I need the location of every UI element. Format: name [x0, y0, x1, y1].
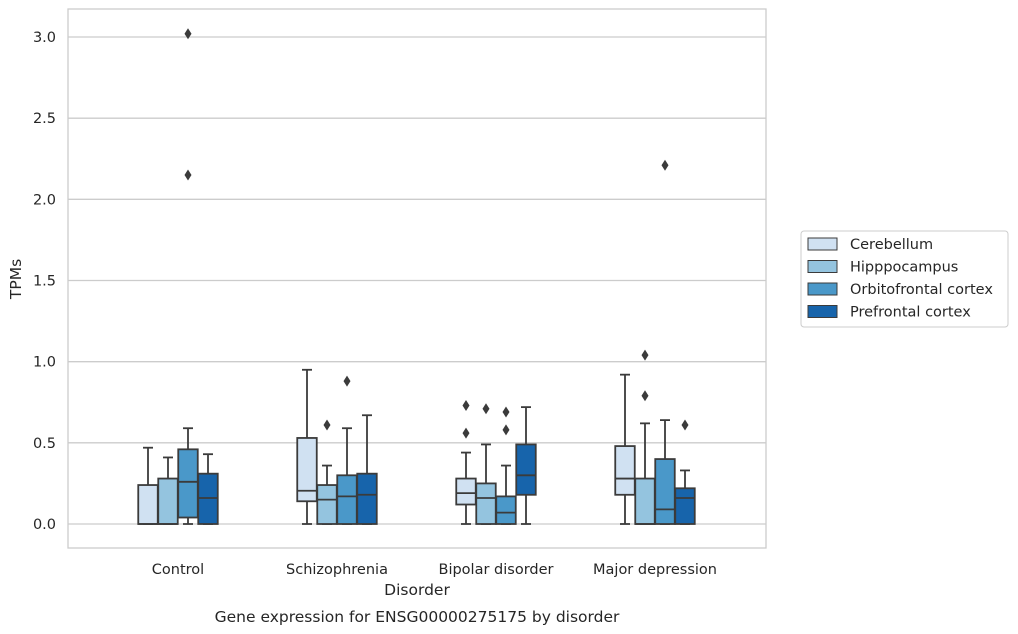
- box-iqr: [177, 448, 199, 519]
- outlier-point: [482, 403, 490, 415]
- box-orbitofrontal-cortex-1: [336, 375, 358, 525]
- outlier-point: [641, 390, 649, 402]
- box-iqr: [137, 484, 159, 525]
- plot-area-frame: [67, 8, 767, 549]
- box-orbitofrontal-cortex-2: [495, 406, 517, 525]
- legend-swatch: [807, 282, 838, 296]
- legend-swatch: [807, 305, 838, 318]
- y-tick-label: 2.5: [33, 111, 56, 127]
- outlier-point: [323, 419, 331, 431]
- box-orbitofrontal-cortex-0: [177, 28, 199, 525]
- box-iqr: [316, 484, 338, 525]
- legend-frame: [800, 230, 1009, 328]
- legend-swatch: [807, 237, 838, 251]
- box-cerebellum-2: [455, 399, 477, 525]
- gridlines: [68, 36, 766, 525]
- outlier-point: [641, 349, 649, 361]
- box-prefrontal-cortex-2: [515, 406, 537, 525]
- box-hipppocampus-3: [634, 349, 656, 525]
- box-cerebellum-0: [137, 446, 159, 525]
- figure-caption: Gene expression for ENSG00000275175 by d…: [215, 608, 620, 626]
- box-iqr: [356, 472, 378, 525]
- box-iqr: [495, 495, 517, 525]
- legend-label: Cerebellum: [850, 237, 933, 253]
- y-tick-label: 1.5: [33, 274, 56, 290]
- x-axis-title: Disorder: [384, 581, 450, 599]
- box-hipppocampus-2: [475, 403, 497, 525]
- outlier-point: [184, 28, 192, 40]
- box-hipppocampus-0: [157, 456, 179, 525]
- legend-label: Prefrontal cortex: [850, 305, 971, 321]
- box-iqr: [336, 474, 358, 525]
- box-iqr: [614, 445, 636, 496]
- outlier-point: [502, 406, 510, 418]
- box-iqr: [674, 487, 696, 525]
- box-iqr: [475, 482, 497, 525]
- y-tick-label: 0.5: [33, 436, 56, 452]
- y-tick-label: 0.0: [33, 517, 56, 533]
- outlier-point: [462, 427, 470, 439]
- box-prefrontal-cortex-0: [197, 453, 219, 525]
- x-axis: Control Schizophrenia Bipolar disorder Majo…: [152, 562, 717, 578]
- legend-swatch: [807, 260, 838, 273]
- outlier-point: [343, 375, 351, 387]
- box-hipppocampus-1: [316, 419, 338, 525]
- outlier-point: [661, 159, 669, 171]
- x-tick-label: Schizophrenia: [286, 562, 388, 578]
- outlier-point: [462, 399, 470, 411]
- legend: Cerebellum Hipppocampus Orbitofrontal cort…: [800, 230, 1009, 328]
- box-iqr: [296, 437, 318, 503]
- box-cerebellum-3: [614, 373, 636, 525]
- outlier-point: [184, 169, 192, 181]
- legend-label: Orbitofrontal cortex: [850, 282, 993, 298]
- x-tick-label: Major depression: [593, 562, 717, 578]
- box-iqr: [654, 458, 676, 525]
- y-axis-title: TPMs: [7, 259, 25, 300]
- box-iqr: [634, 477, 656, 525]
- box-prefrontal-cortex-1: [356, 414, 378, 525]
- x-tick-label: Bipolar disorder: [439, 562, 554, 578]
- x-tick-label: Control: [152, 562, 204, 578]
- outlier-point: [681, 419, 689, 431]
- box-cerebellum-1: [296, 368, 318, 525]
- box-prefrontal-cortex-3: [674, 419, 696, 525]
- y-tick-label: 2.0: [33, 192, 56, 208]
- y-tick-label: 1.0: [33, 355, 56, 371]
- boxes: [137, 28, 696, 525]
- outlier-point: [502, 424, 510, 436]
- y-tick-label: 3.0: [33, 30, 56, 46]
- box-iqr: [455, 477, 477, 506]
- box-iqr: [157, 477, 179, 525]
- box-orbitofrontal-cortex-3: [654, 159, 676, 525]
- y-axis: 0.0 0.5 1.0 1.5 2.0 2.5 3.0: [33, 30, 56, 533]
- legend-label: Hipppocampus: [850, 260, 958, 276]
- box-iqr: [515, 443, 537, 496]
